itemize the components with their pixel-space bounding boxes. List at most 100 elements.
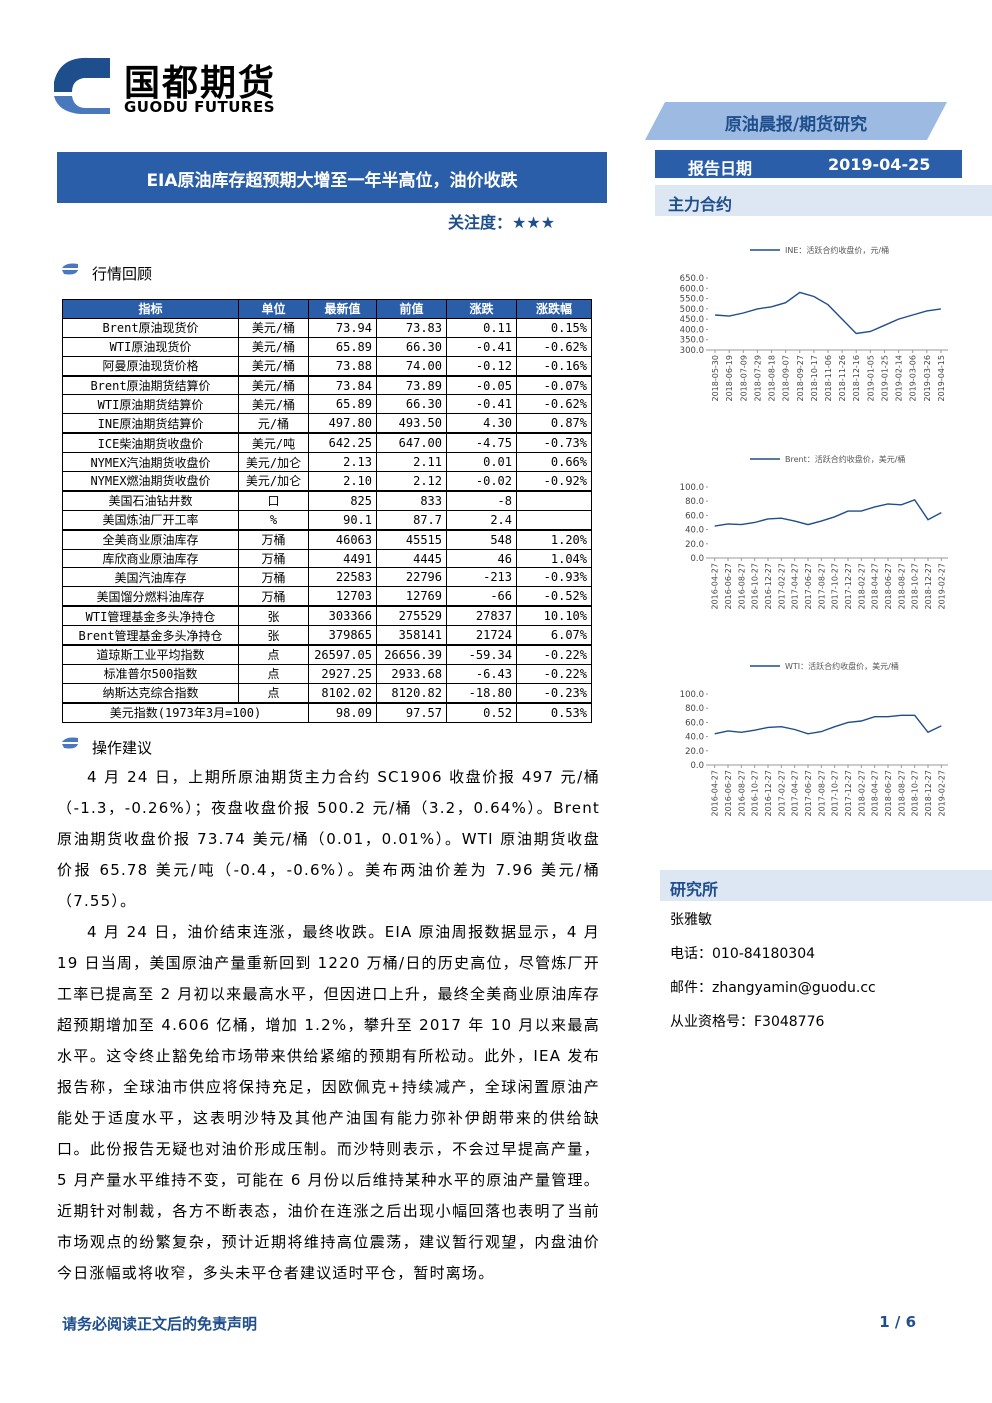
advice-body: 4 月 24 日，上期所原油期货主力合约 SC1906 收盘价报 497 元/桶… [57,762,600,1289]
header-row: 指标 单位 最新值 前值 涨跌 涨跌幅 [62,299,592,319]
table-cell: -18.80 [446,682,517,704]
table-cell: 10.10% [516,605,592,627]
table-cell: 90.1 [308,509,377,531]
table-cell: 27837 [446,605,517,627]
table-cell: -59.34 [446,644,517,665]
x-tick-label: 2018-08-27 [897,563,906,610]
page-number: 1 / 6 [879,1313,916,1331]
data-table: 指标 单位 最新值 前值 涨跌 涨跌幅 Brent原油现货价 美元/桶 73.94 73.83 0.… [62,299,592,723]
table-cell [516,509,592,531]
y-tick-label: 100.0 [680,690,704,700]
table-cell: 万桶 [238,586,309,608]
contracts-heading: 主力合约 [668,195,733,214]
table-cell: INE原油期货结算价 [62,413,239,435]
table-cell: 97.57 [376,702,447,723]
table-row: Brent原油期货结算价 美元/桶 73.84 73.89 -0.05 -0.07% [62,375,592,396]
table-cell: 46 [446,548,517,569]
table-cell: NYMEX汽油期货收盘价 [62,452,239,473]
table-cell: -4.75 [446,432,517,454]
x-tick-label: 2016-04-27 [711,563,720,610]
x-tick-label: 2018-04-27 [871,770,880,817]
table-cell: 6.07% [516,625,592,647]
legend-text: WTI：活跃合约收盘价，美元/桶 [785,661,899,671]
logo-en: GUODU FUTURES [124,98,276,116]
table-cell: -0.93% [516,567,592,588]
x-tick-label: 2019-03-06 [909,355,918,402]
table-cell: 0.01 [446,452,517,473]
x-tick-label: 2018-07-09 [739,355,748,402]
table-row: 美元指数(1973年3月=100) 98.09 97.57 0.52 0.53% [62,702,592,723]
table-cell: 万桶 [238,567,309,588]
table-cell: 1.04% [516,548,592,569]
table-cell: 美元/吨 [238,432,309,454]
banner: 原油晨报/期货研究 [724,115,868,135]
license: 从业资格号：F3048776 [670,1014,825,1030]
x-tick-label: 2016-04-27 [711,770,720,817]
table-cell: -0.62% [516,336,592,357]
table-cell: -0.23% [516,682,592,704]
logo-cn: 国都期货 [124,63,277,104]
table-cell: NYMEX燃油期货收盘价 [62,471,239,492]
table-cell: 2927.25 [308,663,377,684]
x-tick-label: 2016-12-27 [764,770,773,817]
table-row: 阿曼原油现货价格 美元/桶 73.88 74.00 -0.12 -0.16% [62,355,592,377]
advice-heading: 操作建议 [92,739,153,757]
table-cell: 66.30 [376,394,447,415]
table-row: WTI原油现货价 美元/桶 65.89 66.30 -0.41 -0.62% [62,336,592,357]
attention-label: 关注度： [448,213,513,232]
table-cell: 美国石油钻井数 [62,490,239,511]
table-cell: 74.00 [376,355,447,377]
table-cell: Brent原油现货价 [62,317,239,338]
disclaimer: 请务必阅读正文后的免责声明 [62,1315,258,1333]
table-cell: 美元/桶 [238,394,309,415]
paragraph: 4 月 24 日，油价结束连涨，最终收跌。EIA 原油周报数据显示，4 月 19… [57,923,600,1282]
x-tick-label: 2019-02-27 [937,563,946,610]
table-cell: 美元/桶 [238,355,309,377]
table-cell: 2.11 [376,452,447,473]
x-tick-label: 2018-04-27 [871,563,880,610]
series-line [714,498,942,527]
x-tick-label: 2018-02-27 [857,770,866,817]
header-cell: 最新值 [308,299,377,319]
x-tick-label: 2017-04-27 [791,770,800,817]
x-tick-label: 2018-10-27 [911,563,920,610]
x-tick-label: 2018-07-29 [753,355,762,402]
table-cell: 66.30 [376,336,447,357]
x-tick-label: 2017-10-27 [831,770,840,817]
table-cell: 493.50 [376,413,447,435]
y-tick-label: 20.0 [685,747,704,757]
table-cell: -0.22% [516,663,592,684]
table-row: Brent原油现货价 美元/桶 73.94 73.83 0.11 0.15% [62,317,592,338]
email: 邮件：zhangyamin@guodu.cc [670,980,876,996]
x-tick-label: 2018-12-16 [852,355,861,402]
table-cell: -0.12 [446,355,517,377]
table-cell: 303366 [308,605,377,627]
table-cell: 26597.05 [308,644,377,665]
x-tick-label: 2018-10-17 [810,355,819,402]
table-cell: WTI原油期货结算价 [62,394,239,415]
table-cell: -0.73% [516,432,592,454]
table-cell: 2.4 [446,509,517,531]
table-cell: Brent管理基金多头净持仓 [62,625,239,647]
table-row: ICE柴油期货收盘价 美元/吨 642.25 647.00 -4.75 -0.73% [62,432,592,454]
x-tick-label: 2017-06-27 [804,563,813,610]
date-bar [655,150,962,178]
table-cell: WTI原油现货价 [62,336,239,357]
table-cell: 548 [446,529,517,550]
table-row: 美国汽油库存 万桶 22583 22796 -213 -0.93% [62,567,592,588]
banner-shape [645,102,947,140]
table-cell: 美元/桶 [238,336,309,357]
table-cell: 2.13 [308,452,377,473]
x-tick-label: 2018-12-27 [924,563,933,610]
table-cell: 73.83 [376,317,447,338]
series-line [714,714,942,735]
x-tick-label: 2017-02-27 [777,770,786,817]
header-cell: 前值 [376,299,447,319]
table-cell: ICE柴油期货收盘价 [62,432,239,454]
table-cell: 87.7 [376,509,447,531]
table-cell: 0.66% [516,452,592,473]
y-tick-label: 100.0 [680,483,704,493]
y-tick-label: 550.0 [680,295,704,305]
table-row: 美国石油钻井数口 825 833 -8 [62,490,592,511]
y-tick-label: 350.0 [680,336,704,346]
